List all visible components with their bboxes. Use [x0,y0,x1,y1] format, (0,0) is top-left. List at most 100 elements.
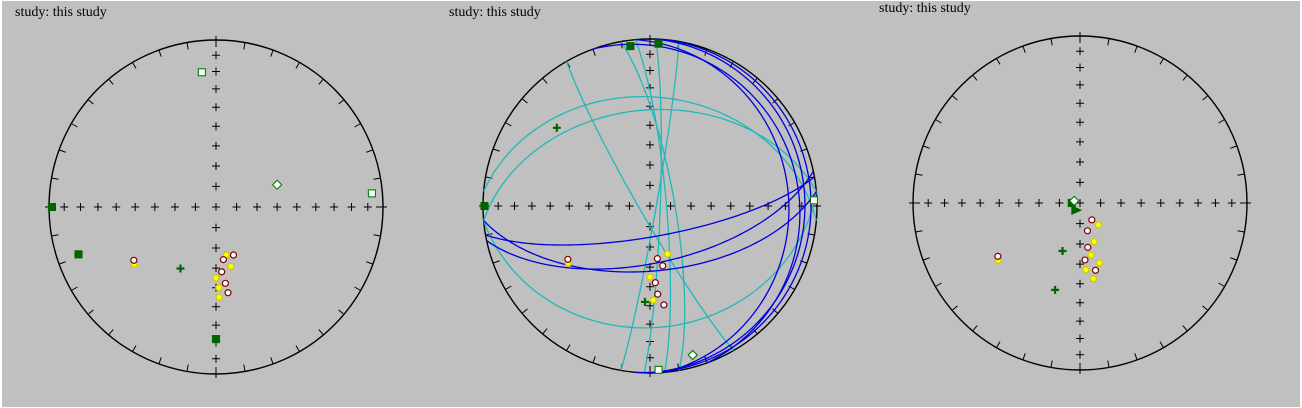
grid-cross [212,122,220,131]
perimeter-tick [1237,230,1245,233]
grid-cross [924,199,933,207]
great-circle [644,38,806,374]
grid-cross [212,182,220,191]
panel-title: study: this study [15,5,107,20]
perimeter-tick [922,145,930,149]
grid-cross [212,36,220,44]
perimeter-tick [87,99,94,105]
perimeter-tick [788,122,795,127]
grid-cross [253,203,262,211]
perimeter-tick [592,48,596,56]
grid-cross [273,203,282,211]
perimeter-tick [318,329,324,336]
perimeter-tick [158,357,162,365]
grid-cross [112,203,121,211]
data-point-circle [1090,237,1098,246]
grid-cross [363,203,372,211]
grid-cross [212,354,220,363]
grid-cross [1076,298,1084,307]
great-circle [635,38,790,373]
data-point-circle [1083,227,1092,235]
data-point-plus [1058,247,1067,256]
perimeter-tick [935,282,942,287]
data-point-circle [1095,259,1104,267]
stereonet-3 [909,32,1251,374]
grid-cross [212,223,220,232]
grid-cross [646,140,654,149]
grid-cross [1243,199,1251,207]
perimeter-tick [1202,305,1209,311]
grid-cross [1117,199,1126,207]
perimeter-tick [492,148,500,152]
perimeter-tick [366,149,374,153]
grid-cross [191,203,200,211]
grid-cross [1076,99,1084,108]
perimeter-tick [71,286,78,291]
perimeter-tick [1022,353,1026,361]
data-point-square [367,189,376,198]
data-point-diamond [1068,195,1080,207]
data-point-circle [218,268,226,276]
great-circle [483,95,817,221]
grid-cross [1076,80,1084,89]
grid-cross [212,244,220,253]
grid-cross [1014,199,1023,207]
grid-cross [1156,199,1165,207]
grid-cross [1076,137,1084,146]
grid-cross [1076,47,1084,56]
grid-cross [212,161,220,170]
data-point-circle [659,262,667,270]
grid-cross [687,202,696,210]
perimeter-tick [1050,360,1053,368]
perimeter-tick [132,62,137,69]
perimeter-tick [505,122,512,127]
grid-cross [1034,199,1043,207]
perimeter-tick [972,325,978,332]
grid-cross [292,203,301,211]
grid-cross [379,203,387,211]
perimeter-tick [338,309,345,315]
grid-cross [726,202,735,210]
perimeter-tick [915,230,923,233]
grid-cross [494,202,503,210]
data-point-circle [219,256,227,264]
grid-cross [150,203,159,211]
panel-title: study: this study [879,1,971,16]
perimeter-tick [521,98,528,104]
perimeter-tick [373,177,381,180]
grid-cross [1175,199,1184,207]
grid-cross [1076,157,1084,166]
perimeter-tick [996,58,1001,65]
perimeter-tick [542,77,548,84]
grid-cross [212,84,220,93]
data-point-circle [654,290,662,298]
data-point-circle [649,296,657,304]
grid-cross [546,202,555,210]
grid-cross [625,202,634,210]
data-point-circle [224,289,232,297]
grid-cross [957,199,966,207]
perimeter-tick [972,74,978,81]
grid-cross [707,202,716,210]
data-point-circle [229,251,238,259]
perimeter-tick [318,78,324,85]
grid-cross [995,199,1004,207]
grid-cross [1076,317,1084,326]
data-point-circle [1094,221,1103,229]
grid-cross [646,181,654,190]
data-point-square [74,250,83,259]
perimeter-tick [704,356,708,364]
data-point-circle [1082,266,1090,274]
perimeter-tick [996,341,1001,348]
great-circle [592,43,801,364]
perimeter-tick [935,119,942,124]
grid-cross [646,301,654,310]
data-point-circle [646,273,654,281]
grid-cross [93,203,102,211]
data-point-circle [564,255,572,263]
grid-cross [60,203,69,211]
data-point-square [626,42,635,51]
perimeter-tick [1182,325,1188,332]
grid-cross [1076,63,1084,72]
